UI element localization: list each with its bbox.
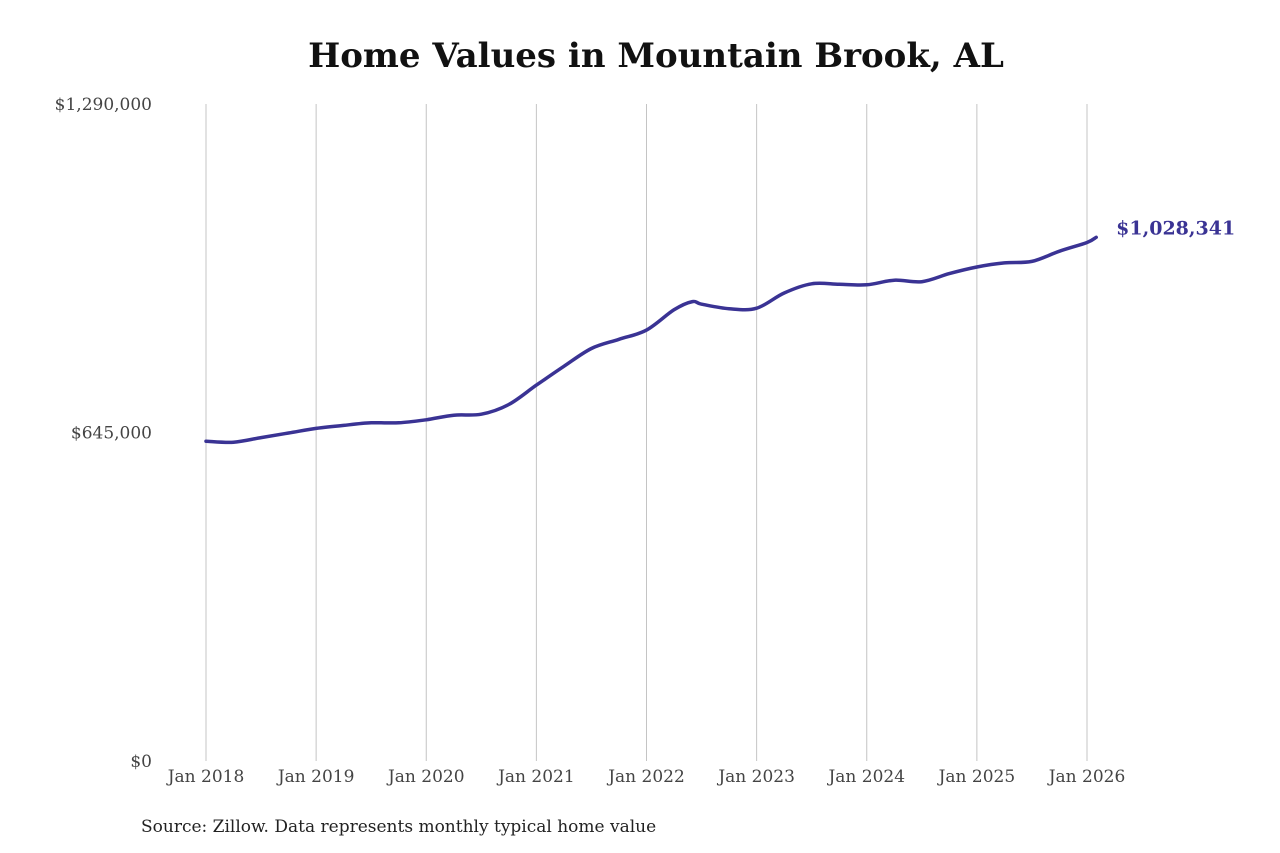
x-tick-label: Jan 2023 (716, 767, 795, 787)
x-tick-label: Jan 2018 (166, 767, 245, 787)
x-tick-label: Jan 2025 (937, 767, 1016, 787)
x-tick-label: Jan 2020 (386, 767, 465, 787)
x-tick-label: Jan 2019 (276, 767, 355, 787)
y-tick-label: $1,290,000 (55, 95, 152, 115)
home-value-line (204, 235, 1098, 445)
x-tick-label: Jan 2026 (1047, 767, 1126, 787)
end-value-label: $1,028,341 (1116, 217, 1235, 239)
y-tick-label: $0 (130, 752, 152, 772)
x-tick-label: Jan 2021 (496, 767, 575, 787)
x-tick-label: Jan 2022 (606, 767, 685, 787)
source-note: Source: Zillow. Data represents monthly … (141, 817, 657, 837)
chart-title: Home Values in Mountain Brook, AL (308, 36, 1004, 76)
x-tick-label: Jan 2024 (826, 767, 905, 787)
y-tick-label: $645,000 (71, 424, 152, 444)
